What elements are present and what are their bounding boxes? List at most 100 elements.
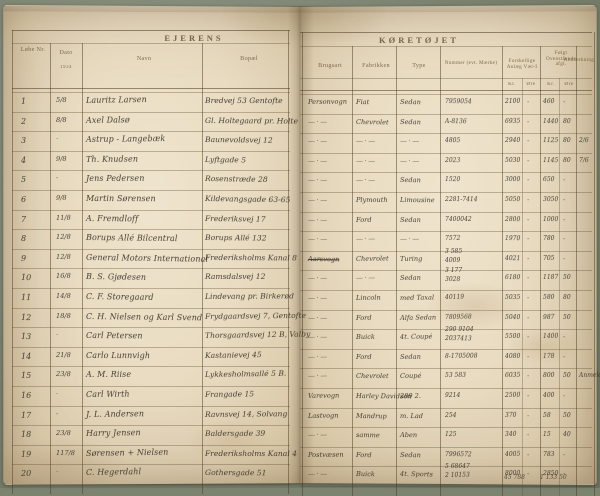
- cell-make: Ford: [355, 215, 372, 224]
- rule-vertical: [502, 46, 503, 496]
- cell-date: 12/8: [55, 252, 71, 261]
- cell-date: ·: [55, 331, 60, 340]
- cell-paid-ore: 50: [562, 274, 571, 282]
- cell-make: Ford: [355, 313, 372, 322]
- rule-horizontal: [12, 425, 290, 427]
- rule-horizontal: [12, 209, 290, 211]
- cell-chassis: 7809568: [444, 313, 472, 321]
- cell-fee-ore: -: [526, 470, 531, 479]
- cell-fee-kr: 8000: [504, 470, 521, 478]
- cell-remark: 2/6: [578, 137, 589, 145]
- cell-owner-address: Gl. Holtegaard pr. Holte: [204, 115, 298, 126]
- cell-body-type: —·—: [399, 156, 421, 166]
- cell-body-type: Sedan: [399, 98, 421, 107]
- cell-paid-ore: 50: [562, 313, 571, 321]
- cell-owner-name: C. H. Nielsen og Karl Svend: [85, 311, 203, 322]
- cell-use-type: —·—: [307, 137, 329, 146]
- cell-use-type: —·—: [307, 235, 329, 244]
- cell-paid-kr: 705: [542, 254, 555, 262]
- rule-horizontal: [300, 329, 592, 331]
- cell-use-type: —·—: [307, 156, 329, 165]
- cell-fee-ore: -: [526, 411, 531, 420]
- cell-paid-ore: -: [562, 333, 567, 342]
- rule-horizontal: [12, 43, 290, 44]
- cell-use-type: —·—: [307, 274, 329, 283]
- cell-row-number: 13: [20, 332, 32, 342]
- cell-owner-name: Carl Petersen: [85, 331, 143, 341]
- cell-fee-ore: -: [526, 352, 531, 361]
- rule-horizontal: [300, 113, 592, 115]
- rule-vertical: [522, 78, 523, 496]
- cell-owner-address: Bredvej 53 Gentofte: [204, 96, 283, 106]
- cell-paid-kr: 780: [542, 235, 555, 243]
- cell-owner-address: Baldersgade 39: [204, 428, 266, 439]
- cell-paid-ore: 80: [562, 293, 571, 301]
- cell-body-type: Coupé: [399, 372, 422, 381]
- rule-horizontal: [12, 464, 290, 466]
- cell-use-type: Personvogn: [307, 97, 348, 106]
- cell-date: 9/8: [55, 154, 67, 163]
- rule-horizontal: [12, 170, 290, 172]
- cell-paid-kr: 1187: [542, 274, 559, 282]
- cell-owner-name: J. L. Andersen: [85, 408, 145, 419]
- cell-owner-address: Lyftgade 5: [204, 154, 247, 165]
- cell-date: -: [55, 174, 60, 183]
- cell-owner-address: Frederiksholms Kanal 4: [204, 448, 298, 458]
- cell-owner-name: Th. Knudsen: [85, 154, 139, 164]
- cell-owner-name: General Motors International: [85, 252, 209, 264]
- cell-owner-address: Ravnsvej 14, Solvang: [204, 408, 288, 419]
- cell-paid-kr: 58: [542, 411, 551, 419]
- cell-row-number: 2: [20, 116, 27, 126]
- rule-horizontal: [12, 88, 290, 89]
- rule-horizontal: [12, 92, 290, 93]
- cell-chassis: 40119: [444, 293, 465, 301]
- cell-paid-ore: 80: [562, 117, 571, 125]
- cell-body-type: Limousine: [399, 196, 435, 205]
- cell-fee-ore: -: [526, 176, 531, 185]
- cell-chassis-upper: 290 9104: [445, 326, 474, 334]
- rule-horizontal: [300, 192, 592, 193]
- cell-use-type: Varevogn: [307, 391, 340, 400]
- left-page-banner: EJERENS: [164, 33, 224, 43]
- rule-vertical: [352, 46, 353, 496]
- cell-owner-address: Kildevangsgade 63-65: [204, 194, 291, 205]
- rule-horizontal: [300, 290, 592, 291]
- cell-body-type: —·—: [399, 137, 421, 146]
- cell-paid-ore: -: [562, 98, 567, 107]
- rule-horizontal: [300, 270, 592, 272]
- cell-use-type: —·—: [307, 176, 329, 185]
- cell-paid-kr: 460: [542, 98, 555, 106]
- cell-paid-ore: -: [562, 215, 567, 224]
- cell-make: samme: [355, 431, 380, 440]
- rule-horizontal: [12, 307, 290, 309]
- rule-horizontal: [12, 405, 290, 407]
- cell-row-number: 5: [20, 175, 27, 185]
- cell-row-number: 10: [20, 273, 32, 283]
- cell-owner-name: C. Hegerdahl: [85, 467, 142, 478]
- cell-date: ·: [55, 390, 60, 399]
- rule-horizontal: [12, 30, 290, 31]
- rule-horizontal: [300, 172, 592, 174]
- cell-make: —·—: [355, 137, 377, 146]
- footer-total-left: 45 788: [504, 474, 525, 481]
- cell-fee-kr: 1970: [504, 235, 521, 243]
- cell-owner-name: Axel Dalsø: [85, 114, 130, 125]
- header-name: Navn: [136, 55, 152, 62]
- cell-body-type: Sedan: [399, 117, 421, 126]
- cell-body-type: Sedan: [399, 215, 421, 224]
- cell-row-number: 14: [20, 351, 32, 361]
- cell-row-number: 7: [20, 214, 27, 224]
- cell-owner-address: Frangade 15: [204, 389, 255, 399]
- cell-fee-ore: -: [526, 274, 531, 283]
- cell-chassis-upper: 3 177: [445, 267, 463, 275]
- cell-paid-ore: -: [562, 470, 567, 479]
- cell-fee-kr: 2100: [504, 97, 521, 105]
- cell-body-type: Aben: [399, 431, 418, 440]
- open-ledger-book: EJERENS KØRETØJET Løbe Nr. Dato 1934 Nav…: [3, 5, 600, 496]
- rule-horizontal: [300, 368, 592, 370]
- rule-vertical: [82, 43, 83, 494]
- header-installed: Fabrikken: [362, 62, 390, 69]
- rule-vertical: [559, 78, 560, 496]
- cell-use-type: —·—: [307, 313, 329, 322]
- cell-body-type: 289 2.: [399, 391, 421, 400]
